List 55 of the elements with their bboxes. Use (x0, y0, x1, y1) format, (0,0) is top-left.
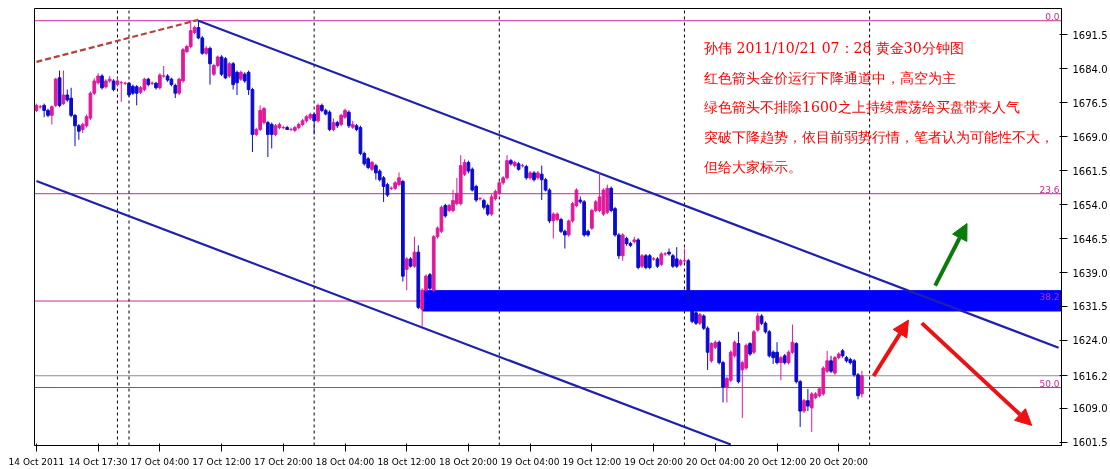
annotation: 0.0 (1045, 11, 1060, 22)
x-tick-label: 14 Oct 2011 (8, 456, 65, 467)
x-tick-label: 17 Oct 20:00 (253, 456, 313, 467)
y-tick-label: 1669.0 (1072, 131, 1108, 143)
y-tick-label: 1631.5 (1072, 301, 1108, 313)
candlestick (188, 20, 193, 49)
candlestick (809, 391, 814, 433)
candlestick (312, 112, 316, 135)
annotation: 50.0 (1039, 378, 1060, 389)
x-tick-label: 19 Oct 04:00 (500, 456, 560, 467)
x-tick-label: 20 Oct 04:00 (685, 456, 745, 467)
candlestick (266, 120, 270, 158)
x-tick-label: 17 Oct 12:00 (192, 456, 252, 467)
x-tick-label: 14 Oct 17:30 (68, 456, 128, 467)
candlestick (860, 370, 864, 398)
candlestick (42, 103, 46, 118)
y-tick-label: 1654.0 (1072, 199, 1108, 211)
y-tick-label: 1616.2 (1072, 370, 1108, 382)
y-tick-label: 1639.0 (1072, 267, 1108, 279)
candlestick (269, 122, 274, 149)
y-tick-label: 1684.0 (1072, 63, 1108, 75)
x-tick-label: 20 Oct 12:00 (747, 456, 807, 467)
y-tick-label: 1676.5 (1072, 97, 1108, 109)
x-tick-label: 18 Oct 04:00 (315, 456, 375, 467)
annotation: 孙伟 2011/10/21 07：28 黄金30分钟图 (704, 39, 964, 56)
candlestick (775, 341, 779, 365)
candlestick (605, 184, 610, 215)
annotation: 突破下降趋势，依目前弱势行情，笔者认为可能性不大， (704, 128, 1055, 145)
candlestick (404, 256, 409, 291)
y-tick-label: 1624.0 (1072, 335, 1108, 347)
y-tick-label: 1691.5 (1072, 29, 1108, 41)
x-tick-label: 17 Oct 04:00 (130, 456, 190, 467)
candlestick (316, 103, 320, 124)
candlestick (258, 104, 262, 132)
y-tick-label: 1601.5 (1072, 437, 1108, 449)
candlestick (208, 46, 212, 86)
x-tick-label: 19 Oct 20:00 (624, 456, 684, 467)
annotation: 38.2 (1039, 292, 1060, 303)
annotation: 23.6 (1039, 184, 1060, 195)
y-tick-label: 1661.5 (1072, 165, 1108, 177)
candlestick (833, 355, 837, 376)
x-tick-label: 18 Oct 12:00 (377, 456, 437, 467)
x-tick-label: 20 Oct 20:00 (809, 456, 869, 467)
candlestick (806, 388, 810, 412)
candlestick (620, 232, 625, 262)
candlestick (779, 355, 783, 381)
y-tick-label: 1609.0 (1072, 403, 1108, 415)
annotation: 绿色箭头不排除1600之上持续震荡给买盘带来人气 (704, 99, 1020, 116)
x-tick-label: 19 Oct 12:00 (562, 456, 622, 467)
candlestick (505, 154, 509, 181)
y-tick-label: 1646.5 (1072, 233, 1108, 245)
annotation: 红色箭头金价运行下降通道中，高空为主 (704, 69, 957, 86)
x-tick-label: 18 Oct 20:00 (439, 456, 499, 467)
candlestick (231, 61, 235, 91)
annotation: 但给大家标示。 (704, 158, 803, 175)
